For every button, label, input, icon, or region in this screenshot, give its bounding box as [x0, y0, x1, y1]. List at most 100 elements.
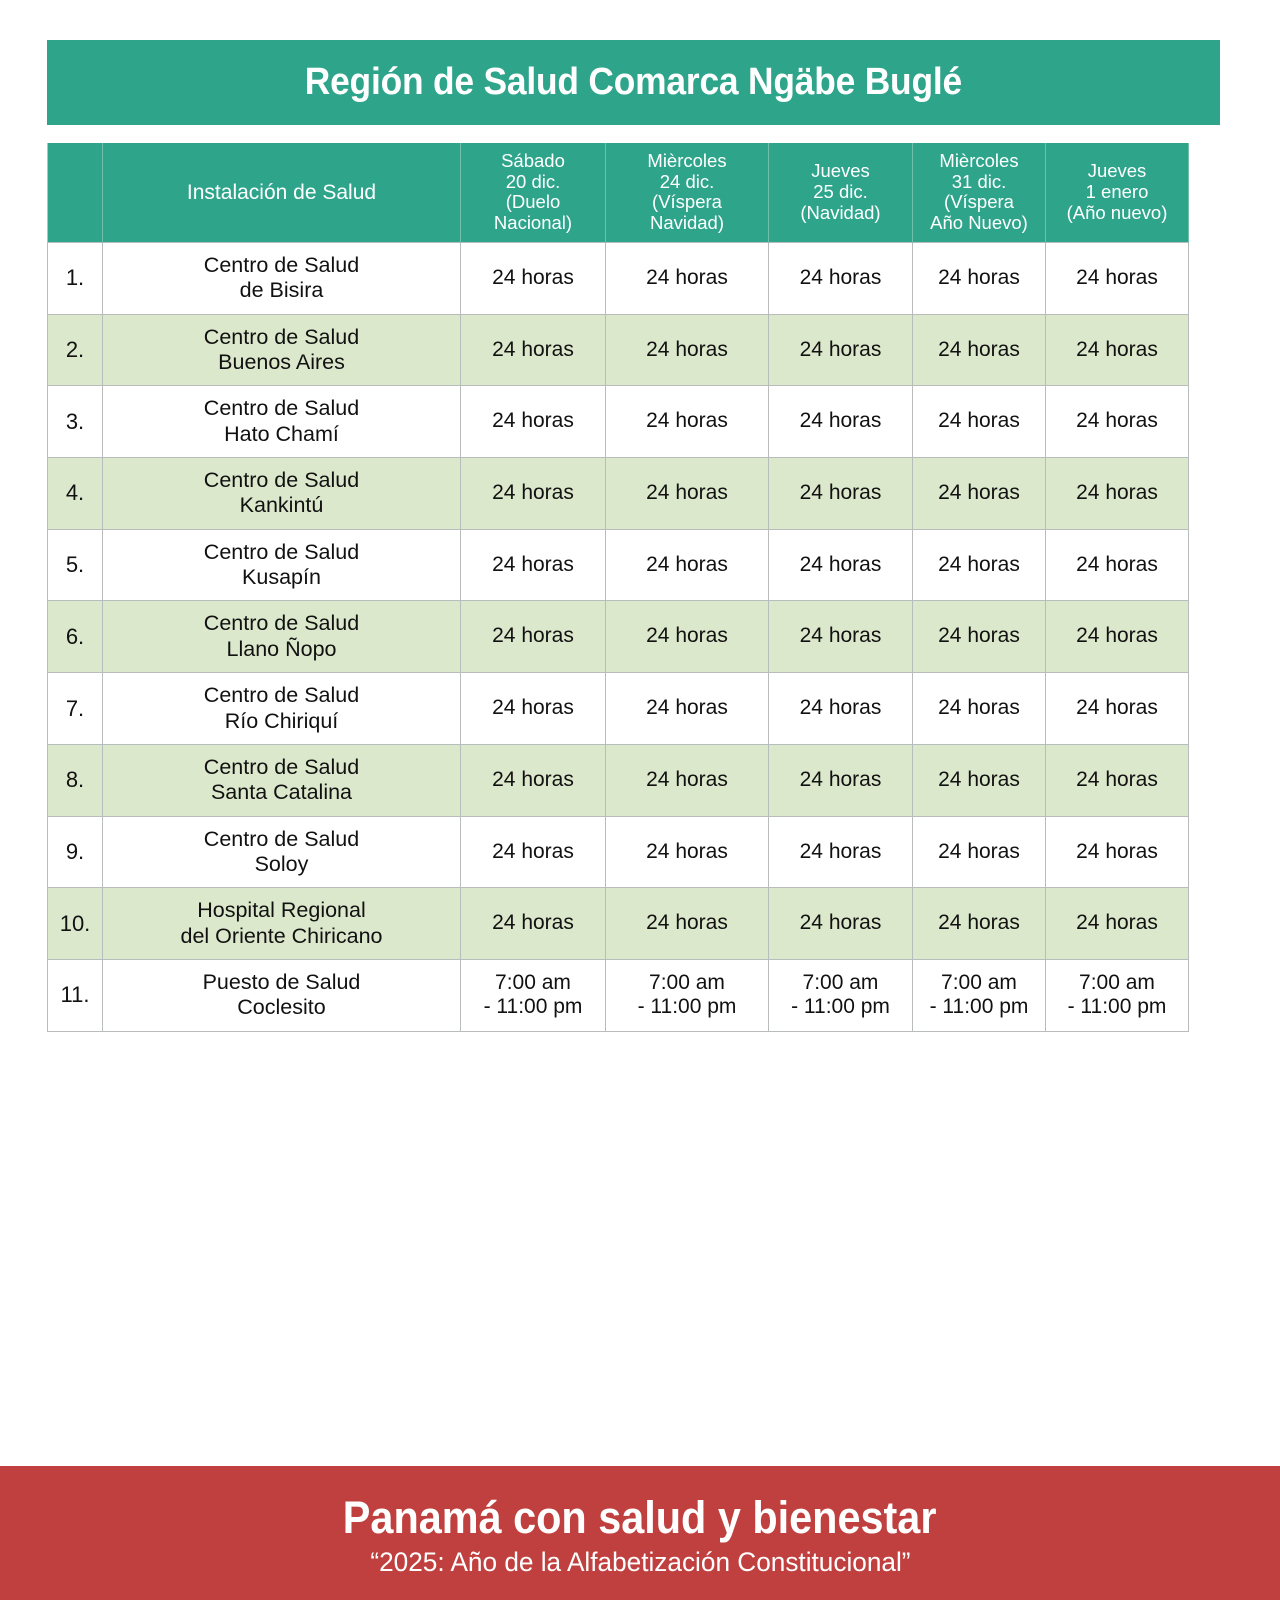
schedule-cell: 24 horas	[1045, 672, 1189, 745]
facility-name: Centro de Salud Kusapín	[102, 528, 461, 602]
row-number: 3.	[47, 385, 103, 459]
facility-name-line: Río Chiriquí	[224, 708, 339, 733]
schedule-cell: 24 horas	[1045, 241, 1189, 315]
schedule-cell-line: 24 horas	[938, 696, 1020, 720]
row-number: 11.	[47, 959, 103, 1032]
facility-name: Centro de Salud de Bisira	[102, 241, 461, 315]
schedule-cell: 24 horas	[605, 887, 769, 961]
schedule-cell-line: 24 horas	[646, 337, 728, 361]
column-header-line: Año Nuevo)	[930, 212, 1028, 234]
schedule-cell: 24 horas	[768, 457, 913, 530]
schedule-cell-line: 7:00 am	[941, 970, 1017, 994]
schedule-cell: 7:00 am - 11:00 pm	[460, 959, 606, 1032]
schedule-cell-line: 24 horas	[492, 265, 574, 289]
schedule-cell: 24 horas	[605, 457, 769, 530]
schedule-cell: 24 horas	[912, 815, 1046, 889]
column-header-day-2: Mièrcoles 24 dic. (Víspera Navidad)	[605, 143, 769, 243]
schedule-cell-line: 24 horas	[646, 911, 728, 935]
row-number: 5.	[47, 528, 103, 602]
schedule-cell: 7:00 am - 11:00 pm	[768, 959, 913, 1032]
page-title: Región de Salud Comarca Ngäbe Buglé	[304, 61, 963, 103]
schedule-cell-line: 24 horas	[492, 696, 574, 720]
schedule-cell: 24 horas	[460, 385, 606, 459]
schedule-cell-line: - 11:00 pm	[483, 995, 583, 1019]
schedule-cell: 24 horas	[460, 241, 606, 315]
schedule-cell-line: 24 horas	[492, 552, 574, 576]
column-header-number	[47, 143, 103, 243]
facility-name-line: de Bisira	[239, 278, 324, 303]
table-row: 2. Centro de Salud Buenos Aires 24 horas 24 …	[47, 313, 1189, 387]
table-row: 10. Hospital Regional del Oriente Chirican…	[47, 887, 1189, 961]
table-row: 3. Centro de Salud Hato Chamí 24 horas 24 ho…	[47, 385, 1189, 459]
schedule-cell: 24 horas	[768, 528, 913, 602]
schedule-cell-line: 24 horas	[938, 265, 1020, 289]
schedule-cell: 24 horas	[460, 528, 606, 602]
facility-name-line: Centro de Salud	[203, 683, 360, 708]
footer-banner: Panamá con salud y bienestar “2025: Año …	[0, 1466, 1280, 1600]
schedule-cell-line: 24 horas	[938, 481, 1020, 504]
facility-name-line: Centro de Salud	[203, 252, 360, 277]
schedule-cell-line: 24 horas	[646, 552, 728, 576]
column-header-facility: Instalación de Salud	[102, 143, 461, 243]
facility-name: Hospital Regional del Oriente Chiricano	[102, 887, 461, 961]
facility-name-line: Centro de Salud	[203, 611, 360, 636]
schedule-cell-line: 7:00 am	[1079, 970, 1155, 994]
schedule-cell-line: 24 horas	[646, 696, 728, 720]
table-body: 1. Centro de Salud de Bisira 24 horas 24 hor…	[47, 241, 1189, 1032]
column-header-day-1: Sábado 20 dic. (Duelo Nacional)	[460, 143, 606, 243]
schedule-cell: 24 horas	[912, 600, 1046, 674]
column-header-line: 20 dic.	[505, 170, 561, 192]
schedule-cell-line: 24 horas	[646, 839, 728, 863]
table-row: 5. Centro de Salud Kusapín 24 horas 24 horas…	[47, 528, 1189, 602]
schedule-cell-line: 24 horas	[1076, 624, 1158, 648]
schedule-cell-line: 24 horas	[799, 265, 882, 289]
schedule-cell-line: 24 horas	[938, 409, 1020, 433]
table-row: 1. Centro de Salud de Bisira 24 horas 24 hor…	[47, 241, 1189, 315]
schedule-cell-line: 24 horas	[646, 767, 728, 791]
schedule-cell-line: 24 horas	[492, 409, 574, 433]
column-header-line: 25 dic.	[813, 181, 868, 203]
column-header-line: (Navidad)	[800, 201, 881, 223]
facility-name: Centro de Salud Soloy	[102, 815, 461, 889]
schedule-cell-line: - 11:00 pm	[1067, 995, 1167, 1019]
facility-name-line: Santa Catalina	[210, 780, 353, 805]
row-number: 4.	[47, 457, 103, 530]
schedule-cell: 24 horas	[1045, 743, 1189, 817]
schedule-cell: 24 horas	[768, 600, 913, 674]
facility-name-line: Soloy	[254, 851, 309, 876]
schedule-cell: 24 horas	[605, 600, 769, 674]
column-header-line: Mièrcoles	[647, 150, 727, 171]
schedule-cell-line: 24 horas	[938, 337, 1020, 361]
facility-name-line: Centro de Salud	[203, 396, 360, 421]
facility-name-line: Puesto de Salud	[202, 970, 361, 995]
facility-name-line: Buenos Aires	[218, 349, 345, 374]
schedule-cell-line: - 11:00 pm	[637, 995, 737, 1019]
schedule-cell-line: 7:00 am	[802, 970, 879, 994]
schedule-cell-line: 24 horas	[1076, 337, 1158, 361]
facility-name: Puesto de Salud Coclesito	[102, 959, 461, 1032]
schedule-cell: 7:00 am - 11:00 pm	[912, 959, 1046, 1032]
column-header-line: 31 dic.	[951, 170, 1007, 192]
schedule-cell-line: 24 horas	[799, 481, 882, 504]
facility-name: Centro de Salud Río Chiriquí	[102, 672, 461, 745]
schedule-cell-line: 24 horas	[1076, 552, 1158, 576]
column-header-day-4: Mièrcoles 31 dic. (Víspera Año Nuevo)	[912, 143, 1046, 243]
schedule-cell-line: 24 horas	[938, 624, 1020, 648]
facility-name-line: Centro de Salud	[203, 539, 360, 564]
schedule-cell: 24 horas	[605, 385, 769, 459]
schedule-cell: 24 horas	[768, 815, 913, 889]
column-header-line: (Año nuevo)	[1066, 201, 1168, 223]
schedule-cell-line: 24 horas	[799, 767, 882, 791]
facility-name: Centro de Salud Hato Chamí	[102, 385, 461, 459]
schedule-cell-line: 24 horas	[646, 624, 728, 648]
schedule-cell-line: 24 horas	[799, 911, 882, 935]
schedule-cell-line: 24 horas	[1076, 767, 1158, 791]
schedule-cell-line: 24 horas	[1076, 481, 1158, 504]
table-row: 4. Centro de Salud Kankintú 24 horas 24 hora…	[47, 457, 1189, 530]
schedule-cell: 24 horas	[1045, 887, 1189, 961]
schedule-cell-line: 24 horas	[938, 839, 1020, 863]
page-title-banner: Región de Salud Comarca Ngäbe Buglé	[47, 40, 1220, 125]
schedule-cell: 24 horas	[460, 815, 606, 889]
facility-name-line: Kankintú	[239, 493, 324, 518]
column-header-line: Navidad)	[649, 212, 725, 234]
